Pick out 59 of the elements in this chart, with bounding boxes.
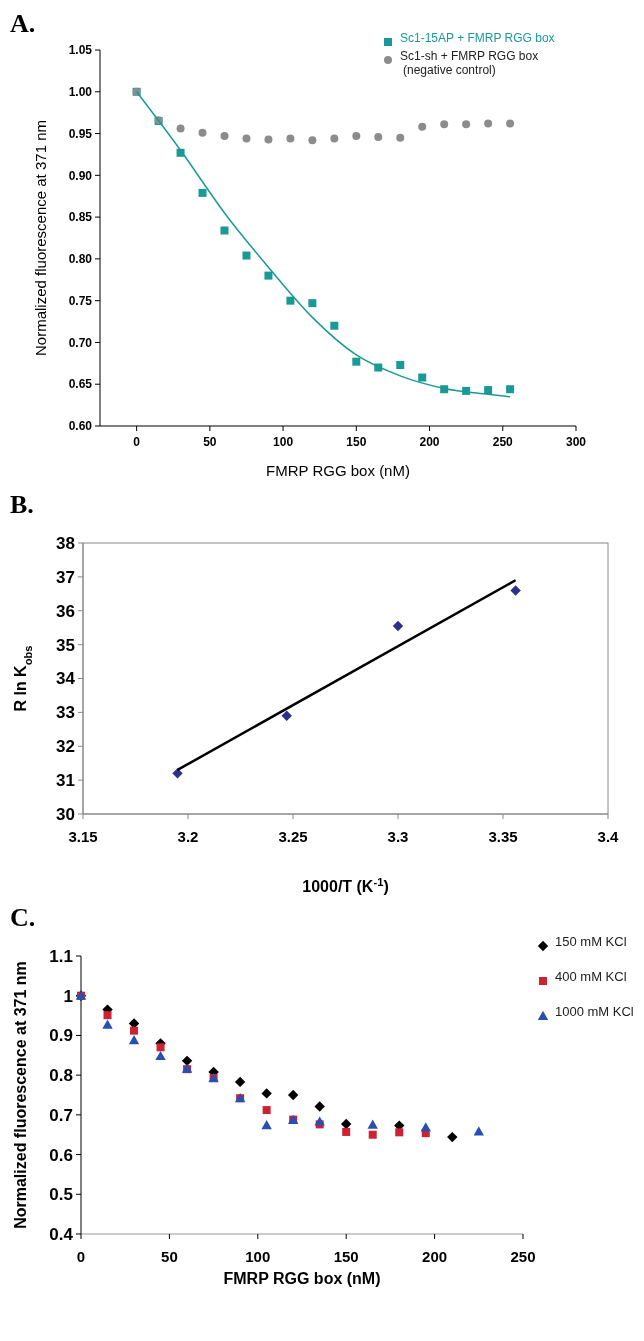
x-tick-label: 0: [133, 435, 141, 449]
y-tick-label: 30: [56, 804, 75, 824]
y-tick-label: 33: [56, 703, 75, 723]
y-tick-label: 1.1: [49, 946, 73, 966]
y-tick-label: 0.80: [68, 252, 93, 267]
x-tick-label: 200: [422, 1248, 448, 1265]
x-tick-label: 250: [510, 1248, 536, 1265]
x-axis-title: FMRP RGG box (nM): [266, 462, 410, 479]
x-tick-label: 3.2: [177, 828, 199, 845]
legend-label: 150 mM KCl: [555, 934, 627, 949]
x-tick-label: 150: [346, 435, 367, 449]
y-tick-label: 38: [56, 533, 75, 553]
x-tick-label: 0: [76, 1248, 86, 1265]
x-tick-label: 300: [565, 435, 587, 449]
y-tick-label: 0.95: [68, 126, 93, 141]
y-axis-title: Normalized fluorescence at 371 nm: [12, 961, 29, 1229]
x-tick-label: 100: [273, 435, 294, 449]
y-tick-label: 0.85: [68, 210, 93, 225]
chart-title: C.: [10, 903, 36, 932]
y-tick-label: 1.00: [68, 84, 93, 99]
y-tick-label: 31: [56, 771, 75, 791]
x-tick-label: 3.3: [387, 828, 409, 845]
y-tick-label: 0.75: [68, 293, 93, 308]
x-axis-title: 1000/T (K$^{-1}$): [302, 876, 389, 895]
x-tick-label: 50: [203, 435, 217, 449]
x-tick-label: 50: [161, 1248, 178, 1265]
x-tick-label: 200: [419, 435, 440, 449]
y-tick-label: 37: [56, 567, 75, 587]
y-tick-label: 0.60: [68, 419, 93, 434]
y-tick-label: 0.5: [49, 1185, 73, 1205]
y-tick-label: 0.90: [68, 168, 93, 183]
x-tick-label: 3.4: [597, 828, 620, 845]
y-tick-label: 36: [56, 601, 75, 621]
chart-title: B.: [10, 490, 34, 519]
x-tick-label: 3.15: [68, 828, 98, 845]
x-tick-label: 150: [333, 1248, 359, 1265]
y-tick-label: 0.7: [49, 1105, 73, 1125]
legend-label: 400 mM KCl: [555, 969, 627, 984]
x-axis-title: FMRP RGG box (nM): [223, 1270, 381, 1287]
x-tick-label: 3.25: [278, 828, 308, 845]
y-tick-label: 0.4: [49, 1224, 74, 1244]
y-tick-label: 35: [56, 635, 75, 655]
x-tick-label: 100: [245, 1248, 271, 1265]
y-tick-label: 0.9: [49, 1026, 73, 1046]
y-tick-label: 0.8: [49, 1066, 73, 1086]
legend-label: 1000 mM KCl: [555, 1004, 634, 1019]
x-tick-label: 250: [492, 435, 514, 449]
y-tick-label: 32: [56, 737, 75, 757]
y-tick-label: 34: [56, 669, 76, 689]
y-tick-label: 1.05: [68, 43, 93, 58]
chart-title: A.: [10, 9, 36, 38]
legend-label: Sc1-sh + FMRP RGG box (negative control): [400, 49, 539, 78]
y-tick-label: 0.6: [49, 1145, 73, 1165]
x-tick-label: 3.35: [488, 828, 518, 845]
y-axis-title: Normalized fluorescence at 371 nm: [32, 120, 49, 356]
y-tick-label: 1: [63, 986, 73, 1006]
y-tick-label: 0.70: [68, 335, 93, 350]
legend-label: Sc1-15AP + FMRP RGG box: [400, 31, 555, 45]
y-tick-label: 0.65: [68, 377, 93, 392]
